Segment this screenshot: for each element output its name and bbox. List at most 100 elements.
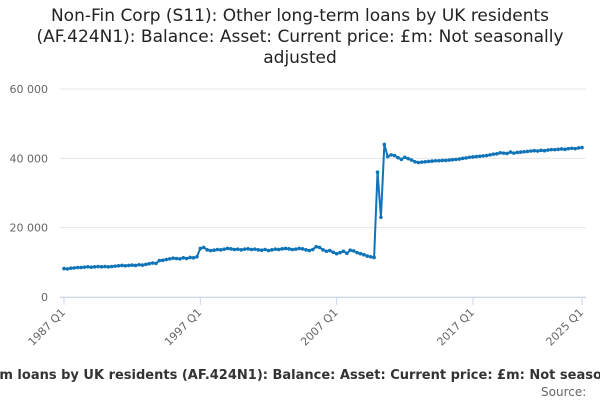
chart-title: Non-Fin Corp (S11): Other long-term loan… — [36, 6, 564, 68]
point-marker — [379, 215, 383, 220]
point-marker — [167, 257, 172, 261]
point-marker — [474, 154, 479, 159]
point-marker — [157, 258, 162, 263]
point-marker — [191, 256, 196, 260]
point-marker — [184, 256, 189, 261]
point-marker — [351, 249, 356, 253]
point-marker — [433, 158, 438, 163]
point-marker — [188, 255, 192, 260]
point-marker — [263, 247, 267, 252]
point-marker — [443, 158, 448, 163]
point-marker — [334, 251, 339, 256]
point-marker — [300, 247, 305, 251]
point-marker — [174, 256, 179, 261]
point-marker — [208, 248, 213, 253]
point-marker — [396, 155, 400, 160]
point-marker — [501, 151, 506, 155]
point-marker — [365, 254, 370, 258]
point-marker — [82, 265, 87, 269]
point-marker — [96, 264, 100, 269]
y-tick-label: 40 000 — [10, 152, 49, 165]
x-tick-label: 1997 Q1 — [162, 306, 205, 349]
point-marker — [535, 149, 540, 153]
point-marker — [546, 148, 550, 152]
point-marker — [62, 266, 66, 271]
point-marker — [467, 155, 472, 160]
point-marker — [512, 151, 516, 155]
point-marker — [529, 149, 533, 153]
point-marker — [198, 246, 203, 251]
point-marker — [580, 145, 584, 150]
point-marker — [423, 160, 428, 164]
point-marker — [402, 155, 407, 160]
point-marker — [317, 245, 322, 250]
point-marker — [266, 248, 271, 253]
point-marker — [382, 142, 387, 147]
x-tick-label: 2017 Q1 — [435, 306, 478, 349]
point-marker — [416, 160, 421, 165]
point-marker — [563, 147, 567, 152]
point-marker — [310, 247, 315, 252]
point-marker — [491, 152, 496, 156]
point-marker — [324, 249, 329, 254]
point-marker — [539, 148, 543, 153]
point-marker — [576, 146, 581, 150]
y-tick-label: 60 000 — [10, 83, 49, 96]
point-marker — [321, 248, 325, 252]
point-marker — [116, 264, 121, 268]
point-marker — [218, 248, 223, 252]
point-marker — [331, 250, 336, 255]
point-marker — [385, 154, 390, 159]
point-marker — [460, 156, 465, 161]
point-marker — [276, 247, 281, 252]
point-marker — [137, 262, 141, 267]
point-marker — [355, 250, 359, 255]
point-marker — [178, 257, 182, 261]
point-marker — [232, 247, 237, 252]
x-tick-label: 2025 Q1 — [544, 306, 587, 349]
point-marker — [304, 248, 308, 252]
point-marker — [450, 157, 455, 162]
point-marker — [440, 158, 445, 163]
point-marker — [161, 258, 165, 263]
point-marker — [358, 251, 363, 256]
point-marker — [253, 247, 257, 251]
point-marker — [522, 149, 526, 154]
point-marker — [65, 267, 70, 271]
x-tick-label: 2007 Q1 — [298, 306, 341, 349]
point-marker — [307, 248, 312, 253]
point-marker — [113, 264, 117, 268]
point-marker — [471, 155, 475, 159]
point-marker — [143, 262, 148, 267]
point-marker — [341, 249, 346, 254]
point-marker — [457, 157, 462, 161]
point-marker — [236, 247, 240, 251]
point-marker — [195, 254, 199, 259]
point-marker — [552, 147, 557, 152]
point-marker — [140, 263, 145, 267]
point-marker — [518, 150, 523, 154]
point-marker — [171, 256, 175, 260]
point-marker — [556, 147, 560, 152]
point-marker — [287, 247, 291, 251]
point-marker — [249, 247, 254, 252]
point-marker — [375, 170, 380, 174]
point-marker — [297, 246, 301, 251]
point-marker — [79, 265, 83, 270]
point-marker — [399, 157, 404, 162]
y-tick-label: 20 000 — [10, 222, 49, 235]
point-marker — [270, 248, 274, 252]
point-marker — [566, 146, 571, 151]
point-marker — [181, 256, 186, 260]
point-marker — [283, 246, 288, 251]
point-marker — [290, 247, 295, 252]
point-marker — [559, 147, 564, 151]
point-marker — [246, 247, 250, 251]
point-marker — [525, 149, 530, 154]
y-tick-label: 0 — [41, 291, 48, 304]
point-marker — [150, 261, 155, 265]
point-marker — [164, 257, 169, 262]
point-marker — [215, 247, 220, 252]
